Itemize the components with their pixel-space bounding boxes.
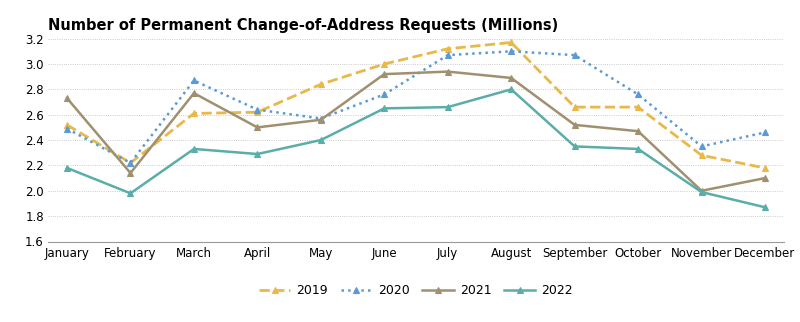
Line: 2020: 2020 bbox=[64, 48, 768, 166]
2022 bbox=[62, 166, 72, 170]
2020 bbox=[62, 127, 72, 131]
2021 bbox=[506, 76, 516, 80]
2020 bbox=[316, 117, 326, 120]
2021 bbox=[316, 118, 326, 122]
Line: 2019: 2019 bbox=[64, 39, 768, 171]
2019 bbox=[506, 41, 516, 44]
2019 bbox=[62, 123, 72, 127]
2019 bbox=[697, 153, 706, 157]
2021 bbox=[634, 129, 643, 133]
Legend: 2019, 2020, 2021, 2022: 2019, 2020, 2021, 2022 bbox=[259, 284, 573, 297]
2022 bbox=[443, 105, 453, 109]
2022 bbox=[506, 88, 516, 91]
2021 bbox=[62, 96, 72, 100]
2021 bbox=[253, 126, 262, 129]
2021 bbox=[760, 176, 770, 180]
2022 bbox=[253, 152, 262, 156]
2022 bbox=[126, 191, 135, 195]
2021 bbox=[189, 91, 198, 95]
2020 bbox=[379, 92, 389, 96]
2019 bbox=[253, 110, 262, 114]
2020 bbox=[253, 108, 262, 111]
2020 bbox=[126, 161, 135, 165]
2022 bbox=[570, 145, 579, 148]
Line: 2021: 2021 bbox=[64, 69, 768, 194]
2022 bbox=[634, 147, 643, 151]
2020 bbox=[634, 92, 643, 96]
2020 bbox=[506, 49, 516, 53]
2021 bbox=[379, 72, 389, 76]
2022 bbox=[697, 190, 706, 194]
2019 bbox=[634, 105, 643, 109]
2022 bbox=[316, 138, 326, 142]
2021 bbox=[126, 171, 135, 175]
2021 bbox=[570, 123, 579, 127]
2021 bbox=[697, 189, 706, 193]
2019 bbox=[760, 166, 770, 170]
2020 bbox=[760, 130, 770, 134]
2019 bbox=[443, 47, 453, 51]
2020 bbox=[570, 53, 579, 57]
2019 bbox=[379, 62, 389, 66]
2021 bbox=[443, 70, 453, 73]
2019 bbox=[316, 82, 326, 86]
2020 bbox=[697, 145, 706, 148]
2022 bbox=[189, 147, 198, 151]
2019 bbox=[570, 105, 579, 109]
2022 bbox=[760, 205, 770, 209]
2020 bbox=[443, 53, 453, 57]
2019 bbox=[189, 111, 198, 115]
2019 bbox=[126, 161, 135, 165]
Line: 2022: 2022 bbox=[64, 86, 768, 210]
2022 bbox=[379, 107, 389, 110]
Text: Number of Permanent Change-of-Address Requests (Millions): Number of Permanent Change-of-Address Re… bbox=[48, 18, 558, 33]
2020 bbox=[189, 79, 198, 82]
